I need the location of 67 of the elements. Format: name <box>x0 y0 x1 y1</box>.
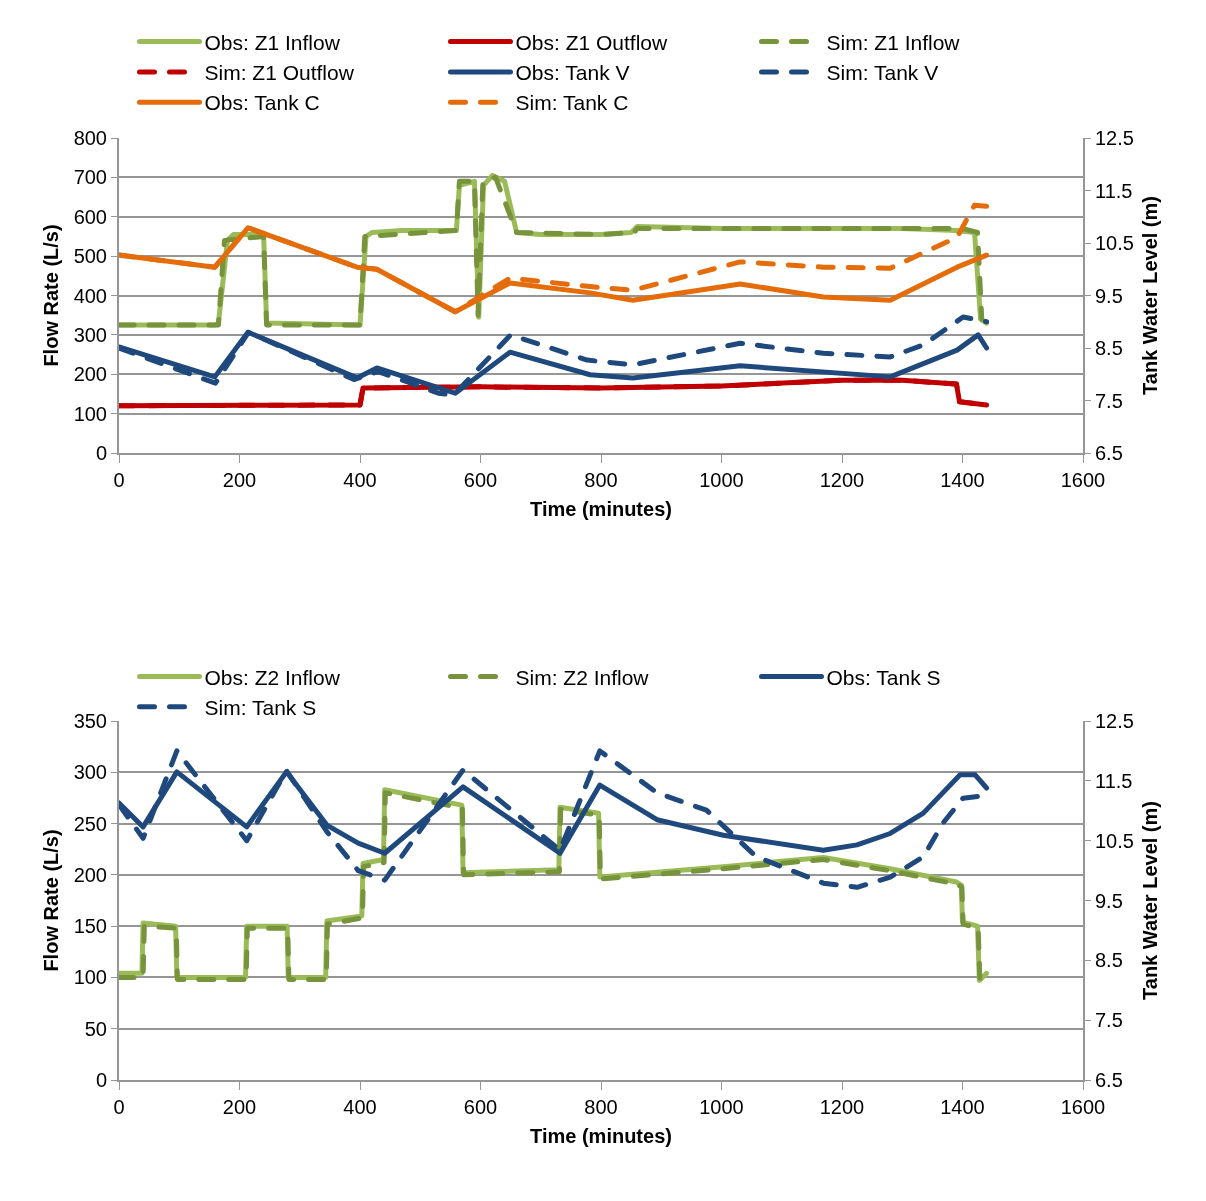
x-tick-label: 600 <box>463 469 498 491</box>
y2-tick-label: 7.5 <box>1095 389 1123 412</box>
y-tick-label: 300 <box>73 323 107 346</box>
y-tick-label: 0 <box>95 1069 107 1091</box>
y-axis-title: Flow Rate (L/s) <box>39 829 62 972</box>
x-tick-label: 400 <box>343 1096 377 1118</box>
x-axis-title: Time (minutes) <box>530 498 672 520</box>
y2-tick-label: 9.5 <box>1095 284 1123 307</box>
legend-label: Sim: Z1 Inflow <box>826 30 961 54</box>
y2-tick-label: 11.5 <box>1095 769 1133 792</box>
y2-axis-title: Tank Water Level (m) <box>1138 196 1161 395</box>
y2-tick-label: 12.5 <box>1095 710 1134 732</box>
y-tick-label: 0 <box>95 442 107 464</box>
legend-label: Sim: Z2 Inflow <box>515 665 650 689</box>
x-tick-label: 1200 <box>819 1096 865 1118</box>
y2-tick-label: 8.5 <box>1095 949 1123 972</box>
y2-tick-label: 12.5 <box>1095 127 1134 149</box>
y2-tick-label: 10.5 <box>1095 232 1134 254</box>
y-tick-label: 200 <box>73 363 107 386</box>
y-tick-label: 600 <box>73 205 107 228</box>
legend-label: Sim: Z1 Outflow <box>204 61 355 85</box>
legend-label: Obs: Z1 Inflow <box>204 30 341 54</box>
y-axis-title: Flow Rate (L/s) <box>39 224 62 367</box>
x-tick-label: 800 <box>584 1096 618 1118</box>
x-axis-title: Time (minutes) <box>530 1125 672 1147</box>
y-tick-label: 200 <box>73 863 107 886</box>
y2-tick-label: 7.5 <box>1095 1009 1123 1032</box>
y2-tick-label: 10.5 <box>1095 829 1134 852</box>
x-tick-label: 1200 <box>819 469 865 491</box>
y2-tick-label: 9.5 <box>1095 889 1123 912</box>
legend-label: Sim: Tank C <box>515 91 629 115</box>
x-tick-label: 1400 <box>940 1096 985 1118</box>
legend-label: Obs: Tank V <box>515 61 630 85</box>
x-tick-label: 1400 <box>940 469 985 491</box>
y-tick-label: 700 <box>73 166 107 189</box>
legend-label: Sim: Tank S <box>204 696 317 720</box>
x-tick-label: 1000 <box>699 469 744 491</box>
y2-axis-title: Tank Water Level (m) <box>1138 801 1161 1000</box>
y-tick-label: 150 <box>73 915 107 938</box>
x-tick-label: 1600 <box>1060 469 1106 491</box>
y-tick-label: 250 <box>73 812 107 835</box>
y2-tick-label: 11.5 <box>1095 179 1133 202</box>
legend-label: Obs: Tank S <box>826 665 941 689</box>
x-tick-label: 200 <box>222 469 257 491</box>
x-tick-label: 1000 <box>699 1096 744 1118</box>
y-tick-label: 100 <box>73 402 107 425</box>
y-tick-label: 50 <box>84 1017 107 1040</box>
x-tick-label: 400 <box>343 469 377 491</box>
y-tick-label: 500 <box>73 245 107 268</box>
legend-label: Sim: Tank V <box>826 61 939 85</box>
y-tick-label: 300 <box>73 761 107 784</box>
legend-label: Obs: Tank C <box>204 91 320 115</box>
y2-tick-label: 6.5 <box>1095 1069 1123 1091</box>
y-tick-label: 350 <box>73 710 107 732</box>
x-tick-label: 600 <box>463 1096 498 1118</box>
y2-tick-label: 6.5 <box>1095 442 1123 464</box>
legend-label: Obs: Z1 Outflow <box>515 30 669 54</box>
legend-label: Obs: Z2 Inflow <box>204 665 341 689</box>
y-tick-label: 400 <box>73 284 107 307</box>
x-tick-label: 200 <box>222 1096 257 1118</box>
x-tick-label: 800 <box>584 469 618 491</box>
y-tick-label: 800 <box>73 127 107 149</box>
y2-tick-label: 8.5 <box>1095 337 1123 359</box>
y-tick-label: 100 <box>73 966 107 989</box>
x-tick-label: 1600 <box>1060 1096 1106 1118</box>
x-tick-label: 0 <box>113 1096 125 1118</box>
x-tick-label: 0 <box>113 469 125 491</box>
